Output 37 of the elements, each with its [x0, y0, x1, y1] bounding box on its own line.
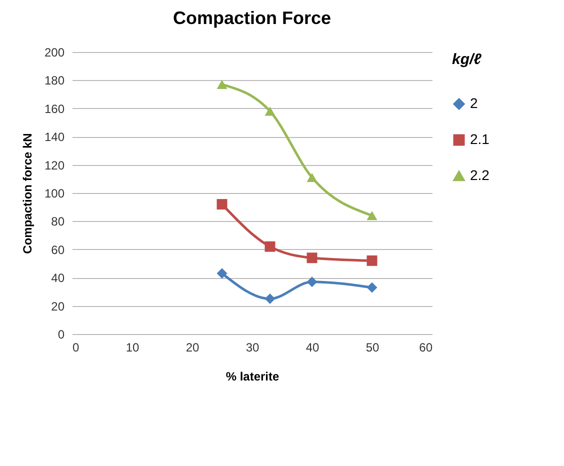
y-tick-label: 20	[51, 299, 65, 314]
point	[306, 252, 318, 264]
point	[366, 211, 378, 220]
y-tick-label: 180	[44, 74, 65, 88]
x-tick-label: 30	[246, 340, 260, 354]
x-tick-label: 10	[126, 340, 140, 354]
point	[264, 241, 276, 252]
legend-title: kg/ℓ	[452, 51, 482, 68]
y-tick-label: 100	[44, 186, 65, 200]
y-axis-title: Compaction force kN	[20, 133, 34, 254]
x-tick-label: 50	[366, 340, 380, 354]
legend-label: 2.1	[470, 131, 490, 147]
legend-label: 2.2	[470, 167, 490, 183]
point	[264, 106, 276, 116]
x-axis-title: % laterite	[226, 370, 280, 384]
point	[306, 276, 318, 288]
chart-title: Compaction Force	[172, 8, 332, 28]
point	[264, 294, 276, 304]
y-tick-label: 40	[51, 271, 65, 286]
point	[216, 268, 228, 279]
y-tick-label: 160	[44, 102, 65, 116]
x-tick-label: 40	[306, 340, 320, 354]
y-tick-label: 80	[51, 214, 65, 229]
point	[216, 199, 228, 210]
y-tick-label: 60	[51, 242, 65, 257]
x-tick-label: 60	[419, 340, 433, 354]
legend-label: 2	[470, 95, 478, 111]
point	[216, 80, 228, 89]
y-tick-label: 200	[44, 46, 65, 60]
x-tick-label: 20	[186, 340, 200, 354]
y-tick-label: 120	[44, 158, 65, 172]
point	[366, 282, 378, 293]
x-tick-label: 0	[72, 340, 80, 354]
point	[306, 172, 318, 182]
y-tick-label: 0	[58, 328, 65, 342]
point	[366, 255, 378, 266]
y-tick-label: 140	[44, 130, 65, 144]
